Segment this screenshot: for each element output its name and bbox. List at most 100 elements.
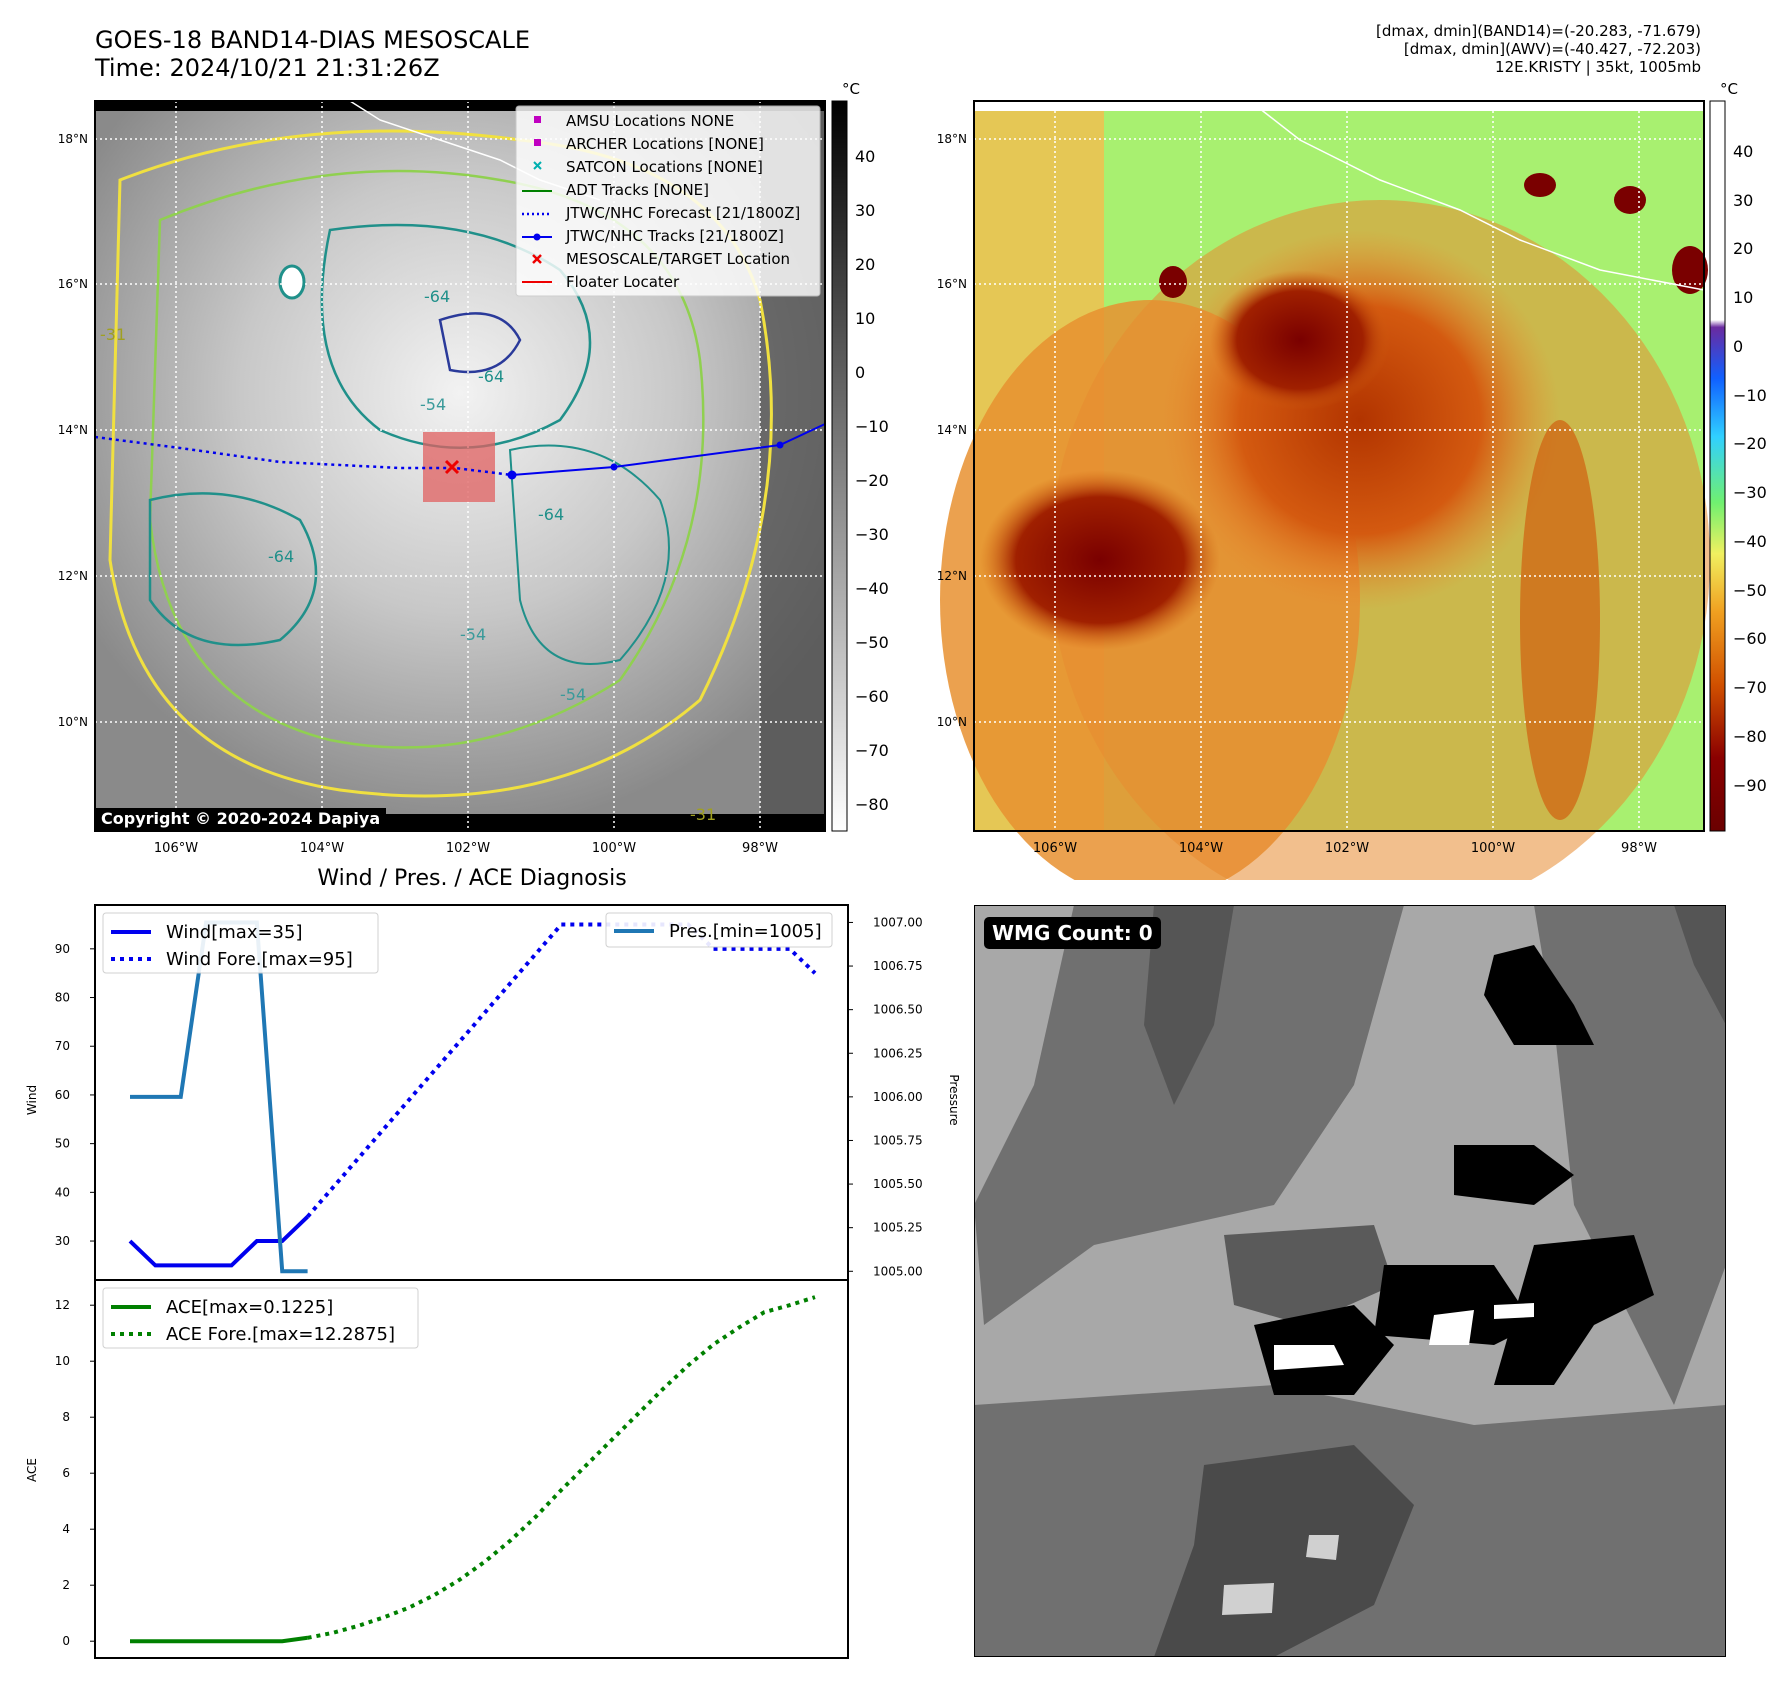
legend-x-icon: [533, 161, 542, 170]
legend-square-icon: [534, 139, 541, 146]
legend-label: ACE[max=0.1225]: [166, 1297, 333, 1318]
legend-label: SATCON Locations [NONE]: [566, 158, 763, 176]
cbar-tick: 30: [855, 201, 875, 220]
forecast-track: [94, 435, 513, 477]
wind-tick-label: 60: [55, 1088, 70, 1102]
top-panels-svg: -64 -64 -64 -64 -54 -54 -54 -31 -31: [58, 80, 1767, 880]
contour-west: [148, 492, 318, 647]
floater-box: [423, 432, 495, 502]
lon-label: 104°W: [1179, 841, 1223, 856]
awv-top-band: [974, 101, 1704, 111]
legend-label: JTWC/NHC Forecast [21/1800Z]: [565, 204, 800, 222]
cbar-tick: 40: [1733, 142, 1753, 161]
cbar-tick: −10: [1733, 386, 1767, 405]
awv-cell: [1672, 246, 1708, 294]
colorbar-band14: °C 40 30 20 10 0 −10 −20 −30 −40 −50 −60…: [831, 80, 889, 832]
wmg-region: [974, 905, 1404, 1325]
lon-label: 100°W: [1471, 841, 1515, 856]
wind-legend: Wind[max=35] Wind Fore.[max=95]: [102, 912, 379, 974]
pressure-tick-label: 1007.00: [873, 915, 923, 929]
legend-label: ACE Fore.[max=12.2875]: [166, 1324, 395, 1345]
cbar-tick: 10: [855, 309, 875, 328]
wind-tick-label: 70: [55, 1039, 70, 1053]
copyright-label: Copyright © 2020-2024 Dapiya: [95, 808, 387, 829]
cbar-tick: 30: [1733, 191, 1753, 210]
lat-label: 16°N: [937, 277, 967, 291]
wmg-count-badge: WMG Count: 0: [984, 917, 1161, 949]
lat-label: 14°N: [58, 423, 88, 437]
cbar-tick: −40: [855, 579, 889, 598]
cbar-tick: −20: [1733, 434, 1767, 453]
map-legend: AMSU Locations NONE ARCHER Locations [NO…: [515, 105, 821, 297]
ace-series: [130, 1295, 816, 1644]
lon-label: 104°W: [300, 841, 344, 856]
cbar-tick: −50: [1733, 581, 1767, 600]
wind-tick-label: 80: [55, 991, 70, 1005]
ace-tick-label: 12: [55, 1298, 70, 1312]
wind-line: [128, 1215, 309, 1268]
cbar-tick: −50: [855, 633, 889, 652]
lat-labels-right: 18°N 16°N 14°N 12°N 10°N: [937, 132, 967, 729]
lat-label: 16°N: [58, 277, 88, 291]
contour-blob: [278, 264, 306, 300]
wmg-region: [1484, 945, 1594, 1045]
wind-tick-label: 50: [55, 1137, 70, 1151]
wind-tick-label: 30: [55, 1234, 70, 1248]
lon-label: 100°W: [592, 841, 636, 856]
lon-label: 98°W: [742, 841, 778, 856]
contour-label: -64: [268, 547, 294, 566]
awv-gridlines: [974, 101, 1704, 831]
ace-tick-label: 2: [62, 1578, 70, 1592]
cbar-ticks: 40 30 20 10 0 −10 −20 −30 −40 −50 −60 −7…: [1733, 142, 1767, 795]
cbar-tick: −70: [1733, 678, 1767, 697]
contour-label: -64: [424, 287, 450, 306]
ace-tick-label: 10: [55, 1354, 70, 1368]
lon-label: 102°W: [446, 841, 490, 856]
wmg-region: [1374, 1265, 1534, 1345]
cbar-tick: −80: [855, 795, 889, 814]
wind-yticks: 30 40 50 60 70 80 90: [55, 942, 95, 1248]
wmg-region: [1429, 1310, 1474, 1345]
pressure-tick-label: 1005.75: [873, 1133, 923, 1147]
wmg-region: [1454, 1145, 1574, 1205]
diagnosis-charts: Wind / Pres. / ACE Diagnosis Wind Pressu…: [25, 866, 961, 1659]
wmg-region: [1224, 1225, 1394, 1325]
lon-labels-right: 106°W 104°W 102°W 100°W 98°W: [1033, 841, 1657, 856]
cbar-unit: °C: [1720, 80, 1738, 98]
cbar-tick: −70: [855, 741, 889, 760]
wmg-region: [1222, 1583, 1274, 1615]
lat-label: 18°N: [937, 132, 967, 146]
lat-label: 10°N: [937, 715, 967, 729]
stats-line-2: [dmax, dmin](AWV)=(-40.427, -72.203): [1403, 40, 1701, 58]
ace-axis-label: ACE: [25, 1458, 39, 1482]
cbar-tick: −60: [1733, 629, 1767, 648]
legend-label: MESOSCALE/TARGET Location: [566, 250, 790, 268]
title-line-2: Time: 2024/10/21 21:31:26Z: [95, 54, 440, 82]
cbar-tick: 10: [1733, 288, 1753, 307]
wmg-region: [1674, 905, 1726, 1025]
awv-map: [940, 100, 1710, 880]
cbar-tick: −20: [855, 471, 889, 490]
cbar-tick: −40: [1733, 532, 1767, 551]
cbar-tick: 0: [855, 363, 865, 382]
lon-label: 98°W: [1621, 841, 1657, 856]
wmg-region: [1494, 1235, 1654, 1385]
lat-label: 14°N: [937, 423, 967, 437]
legend-label: ARCHER Locations [NONE]: [566, 135, 764, 153]
cbar-ticks: 40 30 20 10 0 −10 −20 −30 −40 −50 −60 −7…: [855, 147, 889, 814]
ace-tick-label: 0: [62, 1634, 70, 1648]
ace-forecast-line: [307, 1295, 816, 1640]
cbar-tick: 0: [1733, 337, 1743, 356]
contour-south: [508, 444, 670, 665]
awv-east-band: [1520, 420, 1600, 820]
pressure-yticks: 1005.00 1005.25 1005.50 1005.75 1006.00 1006.…: [848, 915, 923, 1278]
map-frame: [94, 100, 826, 832]
cbar-tick: −80: [1733, 727, 1767, 746]
stats-text: [dmax, dmin](BAND14)=(-20.283, -71.679) …: [1001, 22, 1701, 76]
cbar-tick: −90: [1733, 776, 1767, 795]
contour-label: -31: [100, 325, 126, 344]
contour-core: [320, 223, 592, 450]
awv-frame: [973, 100, 1705, 832]
pressure-tick-label: 1005.25: [873, 1221, 923, 1235]
track-point: [776, 441, 784, 449]
